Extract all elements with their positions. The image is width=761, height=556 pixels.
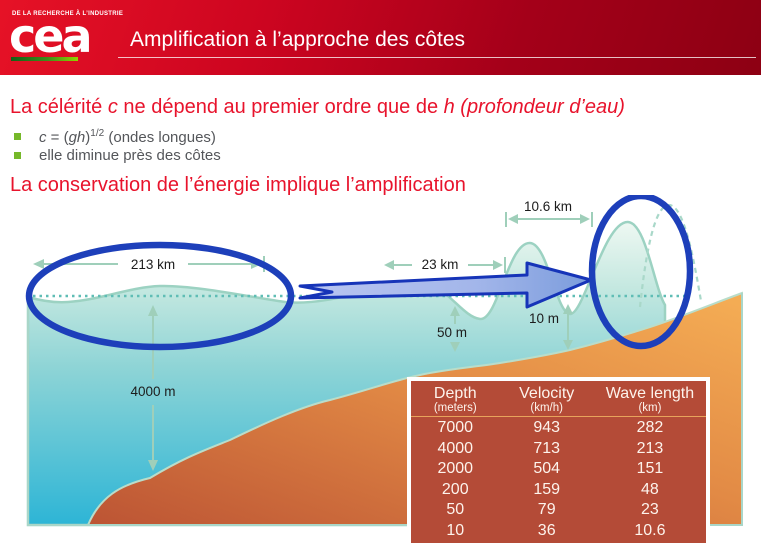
table-row: 7000 943 282	[437, 419, 664, 436]
title-underline	[118, 57, 756, 58]
table-row: 50 79 23	[446, 501, 659, 518]
label-23km: 23 km	[422, 257, 459, 272]
col-depth: Depth	[433, 385, 477, 402]
label-4000m: 4000 m	[130, 384, 175, 399]
table-row: 10 36 10.6	[446, 521, 666, 539]
measure-10-6km	[505, 212, 593, 227]
bullet-formula: c = (gh)1/2 (ondes longues)	[14, 127, 221, 146]
heading-conservation: La conservation de l’énergie implique l’…	[10, 174, 466, 196]
measure-50m	[450, 306, 460, 352]
wave-table: Depth (meters) Velocity (km/h) Wave leng…	[407, 377, 710, 547]
cea-logo-underline	[11, 57, 78, 61]
label-10m: 10 m	[529, 311, 559, 326]
bullet-diminue: elle diminue près des côtes	[14, 146, 221, 165]
table-row: 200 159 48	[441, 480, 659, 498]
cea-logo: cea	[9, 9, 92, 63]
cea-tagline: DE LA RECHERCHE À L’INDUSTRIE	[12, 11, 124, 17]
label-213km: 213 km	[131, 257, 175, 272]
label-10-6km: 10.6 km	[524, 199, 572, 214]
table-row: 2000 504 151	[437, 460, 664, 477]
propagation-arrow	[298, 261, 593, 309]
title-banner: DE LA RECHERCHE À L’INDUSTRIE cea Amplif…	[0, 0, 761, 75]
bullet-square-icon	[14, 152, 21, 159]
measure-10m	[563, 304, 573, 350]
label-50m: 50 m	[437, 325, 467, 340]
col-velocity: Velocity	[519, 385, 575, 402]
highlight-ellipse-coast	[588, 195, 694, 350]
table-row: 4000 713 213	[437, 439, 664, 457]
heading-celerite: La célérité c ne dépend au premier ordre…	[10, 96, 625, 118]
bullet-list: c = (gh)1/2 (ondes longues) elle diminue…	[14, 127, 221, 165]
highlight-ellipse-open-ocean	[25, 241, 295, 351]
table-body: 7000 943 282 4000 713 213 2000 504 151 200 159 4…	[411, 417, 706, 541]
col-wavelength: Wave length	[605, 385, 695, 402]
measure-23km	[384, 257, 506, 273]
slide-title: Amplification à l’approche des côtes	[130, 28, 466, 51]
table-header: Depth (meters) Velocity (km/h) Wave leng…	[411, 381, 706, 417]
diagram-border	[27, 293, 743, 526]
bullet-square-icon	[14, 133, 21, 140]
